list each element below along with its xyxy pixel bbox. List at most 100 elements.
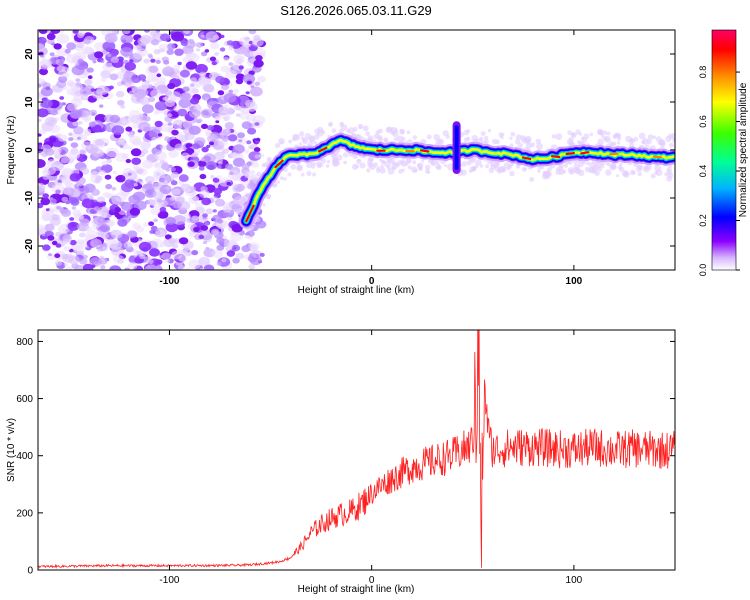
ridge-haze: [509, 143, 514, 148]
noise-blob: [154, 151, 167, 161]
noise-blob: [237, 132, 246, 139]
noise-blob: [179, 92, 190, 101]
noise-blob: [62, 234, 72, 243]
ridge-haze: [581, 137, 588, 143]
noise-blob: [155, 229, 166, 238]
ridge-haze: [510, 131, 516, 137]
noise-blob: [209, 141, 215, 146]
noise-blob: [206, 125, 214, 131]
ridge-haze: [406, 130, 411, 135]
ridge-haze: [347, 127, 355, 135]
noise-blob: [156, 73, 162, 78]
noise-blob: [75, 78, 81, 83]
ridge-haze: [377, 134, 383, 140]
noise-blob: [165, 186, 171, 190]
noise-blob: [68, 137, 74, 142]
noise-blob: [39, 68, 48, 76]
noise-blob: [125, 158, 131, 164]
noise-blob: [69, 239, 77, 246]
noise-blob: [216, 175, 222, 180]
noise-blob: [223, 56, 230, 61]
noise-blob: [212, 209, 217, 213]
noise-blob: [167, 82, 176, 90]
noise-blob: [170, 110, 180, 118]
noise-blob: [108, 85, 114, 90]
ridge-haze: [551, 134, 556, 139]
ridge-haze: [313, 141, 318, 145]
ridge-haze: [535, 138, 541, 145]
ridge-haze: [487, 129, 492, 133]
disturbance-inner: [454, 125, 459, 170]
ridge-haze: [276, 180, 281, 184]
ridge-haze: [589, 162, 595, 169]
noise-blob: [188, 195, 199, 204]
noise-blob: [216, 237, 225, 244]
noise-blob: [117, 219, 128, 227]
noise-blob: [136, 168, 144, 175]
ridge-haze: [411, 166, 418, 173]
noise-blob: [61, 102, 66, 106]
noise-blob: [184, 187, 192, 193]
ridge-haze: [355, 133, 362, 140]
noise-blob: [40, 54, 45, 58]
ridge-haze: [669, 142, 674, 148]
ridge-haze: [424, 168, 430, 174]
noise-blob: [94, 179, 101, 184]
noise-blob: [104, 174, 112, 180]
noise-blob: [106, 158, 113, 164]
colorbar-tick-label: 0.6: [698, 115, 708, 128]
noise-blob: [245, 99, 256, 108]
noise-blob: [88, 121, 96, 128]
noise-blob: [96, 196, 106, 203]
ridge-haze: [359, 125, 363, 129]
noise-blob: [49, 217, 61, 226]
ridge-haze: [490, 163, 494, 167]
ridge-peak: [580, 151, 590, 155]
noise-blob: [93, 215, 106, 226]
ridge-haze: [297, 165, 302, 171]
noise-blob: [210, 228, 220, 236]
noise-blob: [180, 152, 190, 160]
ridge-haze: [298, 142, 303, 146]
noise-blob: [55, 260, 63, 267]
ridge-haze: [496, 162, 500, 166]
noise-blob: [251, 37, 264, 47]
noise-blob: [127, 215, 133, 220]
ridge-haze: [333, 157, 339, 162]
ridge-haze: [390, 126, 398, 134]
noise-blob: [215, 75, 225, 84]
noise-blob: [38, 30, 48, 34]
ridge-haze: [274, 142, 281, 149]
noise-blob: [119, 202, 125, 207]
noise-blob: [252, 250, 263, 259]
noise-blob: [209, 56, 217, 62]
noise-blob: [58, 70, 68, 78]
ridge-haze: [312, 172, 317, 177]
noise-blob: [66, 103, 77, 112]
ridge-haze: [521, 167, 527, 172]
ridge-haze: [522, 147, 526, 151]
noise-blob: [115, 174, 126, 183]
ridge-haze: [316, 130, 324, 137]
noise-blob: [203, 153, 216, 164]
noise-blob: [222, 136, 229, 142]
colorbar: 0.0 0.2 0.4 0.6 0.8 Normalized spectral ampl…: [698, 29, 749, 276]
ridge-haze: [343, 160, 347, 165]
noise-blob: [134, 45, 142, 51]
noise-blob: [133, 51, 144, 60]
noise-blob: [71, 85, 81, 92]
noise-blob: [195, 48, 201, 52]
ridge-haze: [352, 153, 358, 160]
ridge-haze: [658, 139, 666, 147]
noise-blob: [224, 122, 234, 129]
noise-blob: [111, 231, 117, 236]
noise-blob: [129, 207, 141, 216]
noise-blob: [190, 83, 195, 87]
ridge-haze: [368, 157, 374, 162]
noise-blob: [194, 202, 203, 209]
noise-blob: [258, 153, 265, 158]
noise-blob: [64, 180, 73, 187]
noise-blob: [259, 252, 265, 257]
noise-blob: [218, 161, 223, 165]
noise-blob: [63, 245, 71, 252]
